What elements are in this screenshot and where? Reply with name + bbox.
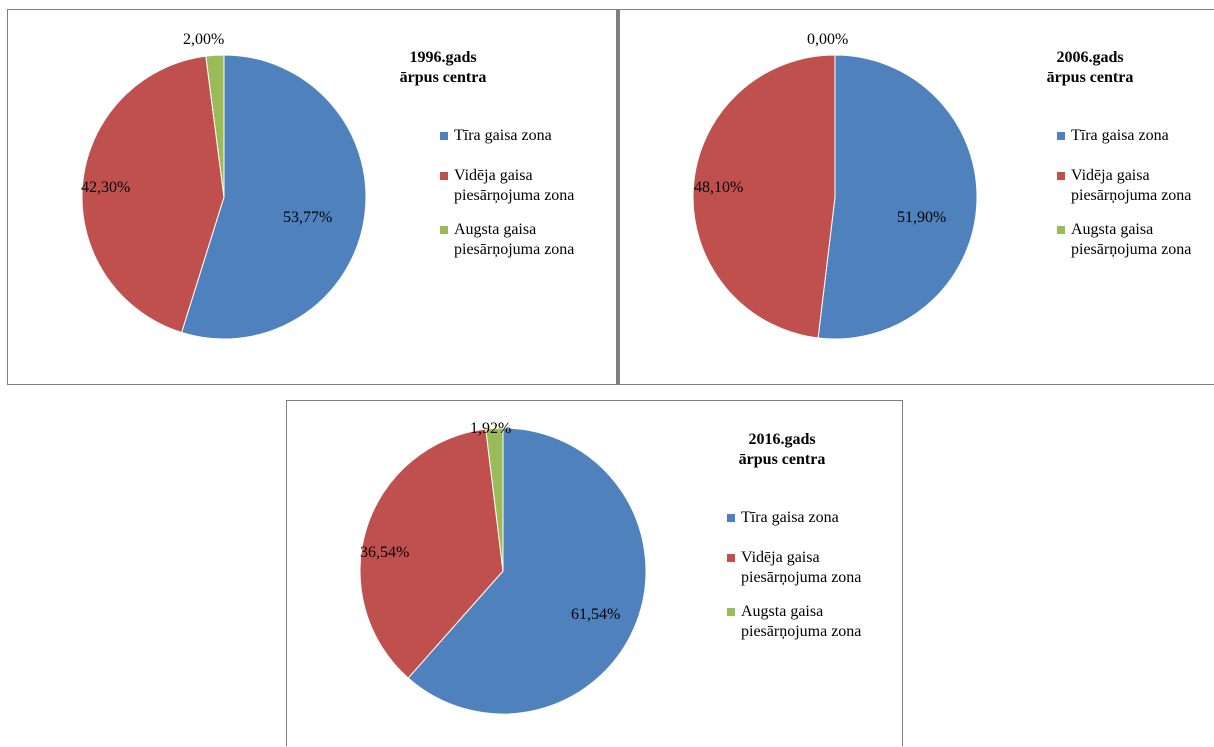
legend-label: piesārņojuma zona — [1071, 187, 1192, 204]
pie-slice-medium-pollution — [359, 428, 504, 679]
legend-item-medium-pollution: Vidēja gaisa piesārņojuma zona — [727, 548, 861, 588]
legend-label: piesārņojuma zona — [741, 569, 862, 586]
pie-slice-medium-pollution — [692, 54, 836, 339]
legend-item-high-pollution: Augsta gaisa piesārņojuma zona — [1057, 220, 1191, 260]
data-label: 1,92% — [470, 420, 511, 437]
pie-slice-medium-pollution — [81, 55, 225, 334]
chart-panel-1996: 53,77% 42,30% 2,00% 1996.gads ārpus centra… — [7, 9, 617, 385]
legend-item-high-pollution: Augsta gaisa piesārņojuma zona — [727, 602, 861, 642]
chart-title-line-1: 2016.gads — [748, 431, 816, 448]
legend-label: Augsta gaisa — [741, 603, 824, 620]
chart-title: 1996.gads ārpus centra — [373, 48, 513, 88]
pie-chart-1996: 53,77% 42,30% 2,00% — [81, 31, 367, 340]
legend-label: Augsta gaisa — [454, 221, 537, 238]
chart-title: 2006.gads ārpus centra — [1020, 48, 1160, 88]
data-label: 42,30% — [81, 179, 130, 196]
legend-label: piesārņojuma zona — [741, 623, 862, 640]
legend-label: Tīra gaisa zona — [454, 127, 552, 144]
data-label: 36,54% — [360, 544, 409, 561]
data-label: 53,77% — [283, 209, 332, 226]
legend-swatch-green — [1057, 226, 1065, 234]
legend-label: Vidēja gaisa — [1071, 167, 1150, 184]
legend-swatch-red — [1057, 172, 1065, 180]
legend-swatch-green — [440, 226, 448, 234]
legend-item-medium-pollution: Vidēja gaisa piesārņojuma zona — [1057, 166, 1191, 206]
pie-slice-clean-air — [180, 54, 367, 340]
legend-label: piesārņojuma zona — [1071, 241, 1192, 258]
legend-label: Tīra gaisa zona — [1071, 127, 1169, 144]
chart-legend: Tīra gaisa zona Vidēja gaisa piesārņojum… — [1057, 126, 1191, 274]
legend-label: piesārņojuma zona — [454, 241, 575, 258]
chart-title-line-2: ārpus centra — [399, 69, 487, 86]
data-label: 2,00% — [183, 31, 224, 48]
chart-title-line-1: 1996.gads — [409, 49, 477, 66]
chart-legend: Tīra gaisa zona Vidēja gaisa piesārņojum… — [440, 126, 574, 274]
pie-chart-2006: 51,90% 48,10% 0,00% — [692, 31, 978, 340]
legend-item-clean-air: Tīra gaisa zona — [1057, 126, 1191, 146]
legend-swatch-blue — [1057, 132, 1065, 140]
legend-label: Tīra gaisa zona — [741, 509, 839, 526]
pie-chart-2016: 61,54% 36,54% 1,92% — [359, 420, 647, 715]
legend-swatch-red — [440, 172, 448, 180]
legend-label: Augsta gaisa — [1071, 221, 1154, 238]
legend-item-clean-air: Tīra gaisa zona — [727, 508, 861, 528]
pie-slice-high-pollution — [485, 427, 504, 572]
chart-title-line-1: 2006.gads — [1056, 49, 1124, 66]
data-label: 61,54% — [571, 606, 620, 623]
chart-legend: Tīra gaisa zona Vidēja gaisa piesārņojum… — [727, 508, 861, 656]
pie-slice-clean-air — [407, 427, 647, 715]
legend-swatch-blue — [440, 132, 448, 140]
legend-item-clean-air: Tīra gaisa zona — [440, 126, 574, 146]
legend-swatch-green — [727, 608, 735, 616]
chart-title: 2016.gads ārpus centra — [712, 430, 852, 470]
pie-slice-clean-air — [817, 54, 978, 340]
data-label: 48,10% — [694, 179, 743, 196]
legend-swatch-blue — [727, 514, 735, 522]
legend-item-medium-pollution: Vidēja gaisa piesārņojuma zona — [440, 166, 574, 206]
chart-title-line-2: ārpus centra — [1046, 69, 1134, 86]
legend-label: Vidēja gaisa — [454, 167, 533, 184]
chart-panel-2016: 61,54% 36,54% 1,92% 2016.gads ārpus centra… — [286, 400, 903, 746]
legend-label: Vidēja gaisa — [741, 549, 820, 566]
legend-item-high-pollution: Augsta gaisa piesārņojuma zona — [440, 220, 574, 260]
data-label: 0,00% — [807, 31, 848, 48]
pie-slice-high-pollution — [205, 54, 225, 198]
chart-title-line-2: ārpus centra — [738, 451, 826, 468]
legend-swatch-red — [727, 554, 735, 562]
chart-panel-2006: 51,90% 48,10% 0,00% 2006.gads ārpus centra… — [617, 9, 1214, 385]
legend-label: piesārņojuma zona — [454, 187, 575, 204]
data-label: 51,90% — [897, 209, 946, 226]
